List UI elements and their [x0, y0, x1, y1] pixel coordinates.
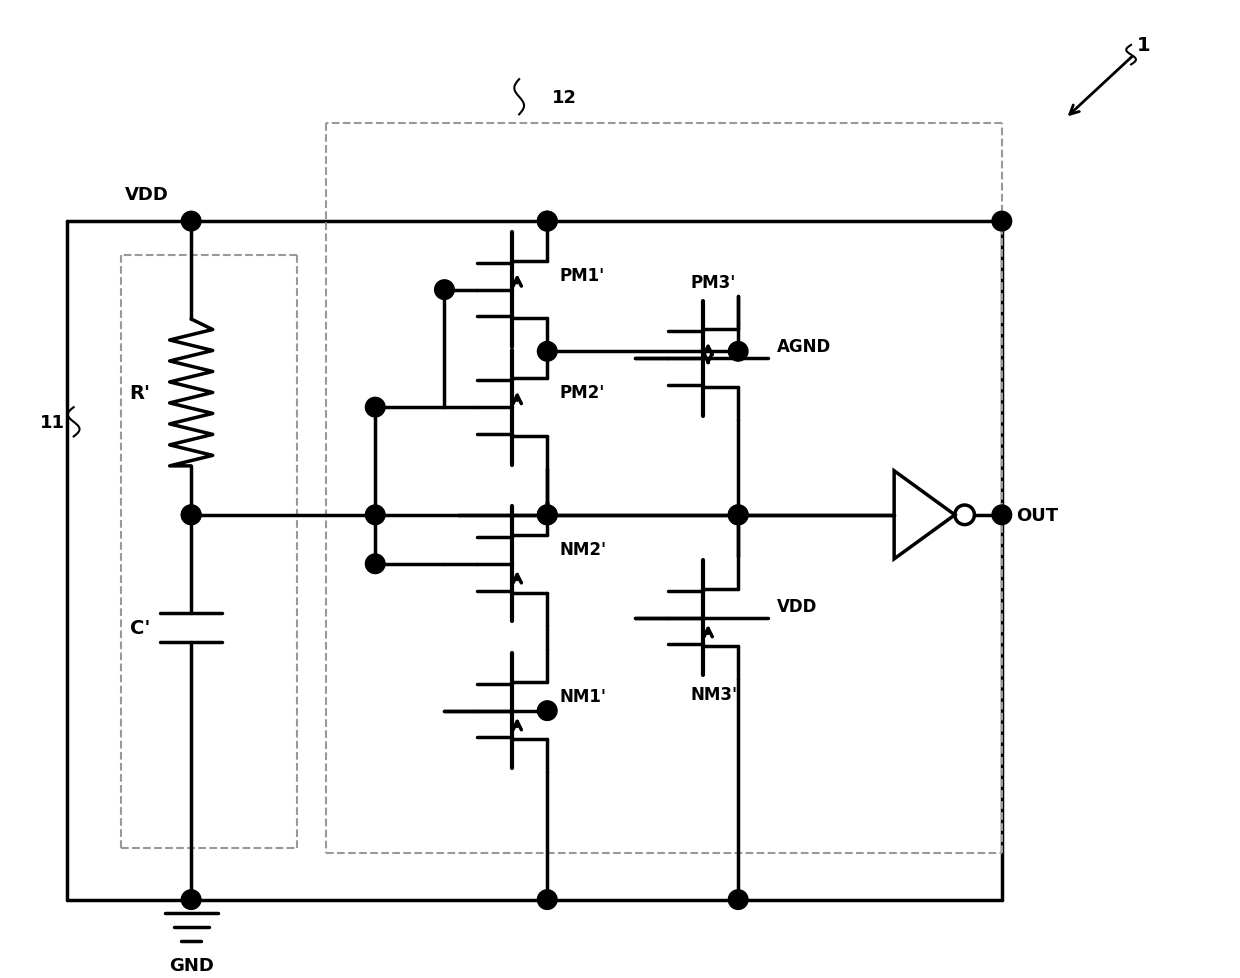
Text: PM3': PM3': [691, 274, 737, 291]
Circle shape: [537, 701, 557, 721]
Circle shape: [728, 342, 748, 362]
Circle shape: [181, 890, 201, 910]
Circle shape: [728, 506, 748, 525]
Text: NM3': NM3': [691, 685, 738, 703]
Text: VDD: VDD: [777, 598, 817, 615]
Circle shape: [992, 506, 1012, 525]
Circle shape: [537, 212, 557, 232]
Circle shape: [728, 890, 748, 910]
Text: NM2': NM2': [559, 541, 606, 558]
Circle shape: [537, 506, 557, 525]
Text: C': C': [130, 618, 150, 638]
Text: PM1': PM1': [559, 267, 604, 285]
Circle shape: [537, 212, 557, 232]
Circle shape: [366, 506, 384, 525]
Circle shape: [181, 506, 201, 525]
Circle shape: [181, 506, 201, 525]
Text: VDD: VDD: [125, 186, 169, 204]
Text: NM1': NM1': [559, 688, 606, 705]
Text: 11: 11: [41, 414, 66, 431]
Circle shape: [366, 398, 384, 418]
Circle shape: [537, 342, 557, 362]
Circle shape: [537, 506, 557, 525]
Text: AGND: AGND: [777, 338, 832, 356]
Text: R': R': [130, 383, 151, 403]
Text: 12: 12: [552, 89, 577, 107]
Circle shape: [728, 506, 748, 525]
Text: GND: GND: [169, 956, 213, 974]
Text: 1: 1: [1137, 36, 1151, 56]
Circle shape: [537, 890, 557, 910]
Circle shape: [181, 212, 201, 232]
Circle shape: [992, 212, 1012, 232]
Circle shape: [366, 555, 384, 574]
Text: PM2': PM2': [559, 384, 604, 402]
Text: OUT: OUT: [1017, 507, 1059, 524]
Circle shape: [435, 281, 454, 300]
